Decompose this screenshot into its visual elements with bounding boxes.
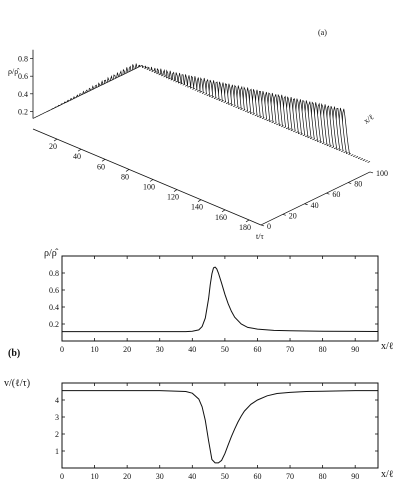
panel-a-t-tick-label: 120	[167, 193, 179, 202]
panel-b-xtick-label: 10	[91, 345, 99, 354]
panel-c-xtick-label: 50	[221, 472, 229, 481]
panel-a-t-tick-label: 60	[97, 162, 105, 171]
surface-strip-fill	[33, 65, 142, 129]
panel-c-xtick-label: 0	[60, 472, 64, 481]
panel-b-xtick-label: 0	[60, 345, 64, 354]
surface-strip-fill	[249, 106, 358, 220]
panel-a-t-tick-mark	[125, 169, 130, 172]
panel-c-ticks: 0 10 20 30 40 50 60 70 80 90 1 2 3 4	[55, 383, 378, 481]
panel-a-z-axis-label: ρ/ρ̂	[8, 67, 20, 76]
panel-a-t-axis-label: t/τ	[256, 232, 264, 241]
panel-a-t-tick-mark	[221, 209, 226, 213]
panel-c-xtick-label: 80	[319, 472, 327, 481]
panel-a-t-tick-label: 180	[239, 223, 251, 232]
panel-a-x-tick-label: 20	[289, 211, 297, 220]
panel-c-xtick-label: 90	[351, 472, 359, 481]
panel-a-x-tick-label: 40	[311, 201, 319, 210]
panel-a-t-tick-mark	[197, 199, 202, 202]
panel-a-x-tick-mark	[260, 224, 265, 227]
panel-c-xtick-label: 10	[91, 472, 99, 481]
panel-b-y-axis-label: ρ/ρ̂	[44, 248, 59, 259]
panel-c-xtick-label: 40	[188, 472, 196, 481]
panel-a-z-tick-label: 0.6	[18, 72, 28, 81]
panel-b-ytick-label: 0.4	[49, 303, 59, 312]
panel-a-z-tick-label: 0.2	[18, 107, 28, 116]
panel-b-label: (b)	[8, 348, 20, 359]
panel-a-x-tick-mark	[282, 214, 286, 216]
panel-c-xtick-label: 20	[123, 472, 131, 481]
surface-strip-fill	[253, 106, 363, 222]
panel-c-xtick-label: 60	[253, 472, 261, 481]
surface-strip-fill	[251, 106, 361, 221]
panel-b-frame	[61, 255, 379, 342]
panel-c-ytick-label: 4	[55, 396, 59, 405]
panel-c-x-axis-label: x/ℓ	[381, 469, 394, 480]
panel-a-t-tick-mark	[101, 159, 106, 162]
panel-a-x-tick-mark	[348, 182, 352, 184]
panel-b-xtick-label: 50	[221, 345, 229, 354]
panel-a-x-tick-mark	[304, 203, 308, 206]
panel-b-xtick-label: 20	[123, 345, 131, 354]
panel-a-axes: 20 40 60 80 100 120 140 160 180 0 20 40 60 80 100 0.2 0.…	[18, 49, 388, 232]
surface-time-line	[32, 65, 143, 119]
surface-mesh	[32, 63, 371, 225]
panel-a-z-tick-label: 0.4	[18, 90, 28, 99]
panel-a-t-tick-mark	[77, 148, 82, 152]
panel-b-ytick-label: 0.2	[49, 320, 59, 329]
panel-a-t-tick-label: 20	[49, 142, 57, 151]
panel-c-frame	[61, 382, 379, 469]
panel-b-ticks: 0 10 20 30 40 50 60 70 80 90 0.2 0.4 0.6 0.8	[49, 256, 378, 354]
panel-c-ytick-label: 2	[55, 430, 59, 439]
panel-a-x-tick-label: 80	[354, 180, 362, 189]
panel-c-ytick-label: 3	[55, 413, 59, 422]
velocity-curve	[62, 390, 378, 464]
panel-b-xtick-label: 70	[286, 345, 294, 354]
panel-a-x-tick-mark	[326, 192, 330, 195]
panel-a-label: (a)	[318, 28, 327, 37]
panel-a-x-tick-label: 60	[332, 190, 340, 199]
panel-b-xtick-label: 80	[319, 345, 327, 354]
panel-a-x-tick-mark	[369, 171, 374, 174]
panel-c-velocity-plot: 0 10 20 30 40 50 60 70 80 90 1 2 3 4 v/(ℓ/τ) x/ℓ	[4, 378, 394, 481]
panel-a-x-axis-line	[260, 171, 371, 226]
panel-b-xtick-label: 90	[351, 345, 359, 354]
panel-a-x-tick-label: 100	[376, 169, 388, 178]
panel-c-y-axis-label: v/(ℓ/τ)	[4, 378, 30, 389]
panel-a-t-tick-mark	[173, 189, 178, 192]
panel-a-t-tick-label: 100	[143, 183, 155, 192]
panel-b-ytick-label: 0.8	[49, 269, 59, 278]
panel-a-z-tick-label: 0.8	[18, 55, 28, 64]
panel-a-x-tick-label: 0	[267, 222, 271, 231]
panel-a-surface-plot: 20 40 60 80 100 120 140 160 180 0 20 40 60 80 100 0.2 0.…	[8, 28, 388, 241]
density-curve	[62, 266, 379, 333]
panel-a-x-axis-label: x/ℓ	[362, 112, 376, 125]
panel-b-xtick-label: 40	[188, 345, 196, 354]
panel-a-t-tick-label: 140	[191, 203, 203, 212]
panel-a-t-tick-label: 80	[121, 172, 129, 181]
panel-a-t-tick-label: 160	[215, 213, 227, 222]
panel-a-t-tick-mark	[53, 138, 58, 142]
panel-c-xtick-label: 70	[286, 472, 294, 481]
panel-a-t-tick-mark	[245, 219, 250, 223]
panel-b-xtick-label: 30	[156, 345, 164, 354]
panel-b-density-plot: 0 10 20 30 40 50 60 70 80 90 0.2 0.4 0.6 0.8 ρ/ρ̂ x/ℓ…	[8, 248, 394, 359]
panel-a-t-axis-line	[32, 128, 262, 226]
panel-b-x-axis-label: x/ℓ	[381, 341, 394, 352]
panel-a-t-tick-mark	[149, 179, 154, 182]
panel-c-xtick-label: 30	[156, 472, 164, 481]
panel-b-xtick-label: 60	[253, 345, 261, 354]
panel-c-ytick-label: 1	[55, 447, 59, 456]
panel-b-ytick-label: 0.6	[49, 286, 59, 295]
panel-a-t-tick-label: 40	[73, 152, 81, 161]
